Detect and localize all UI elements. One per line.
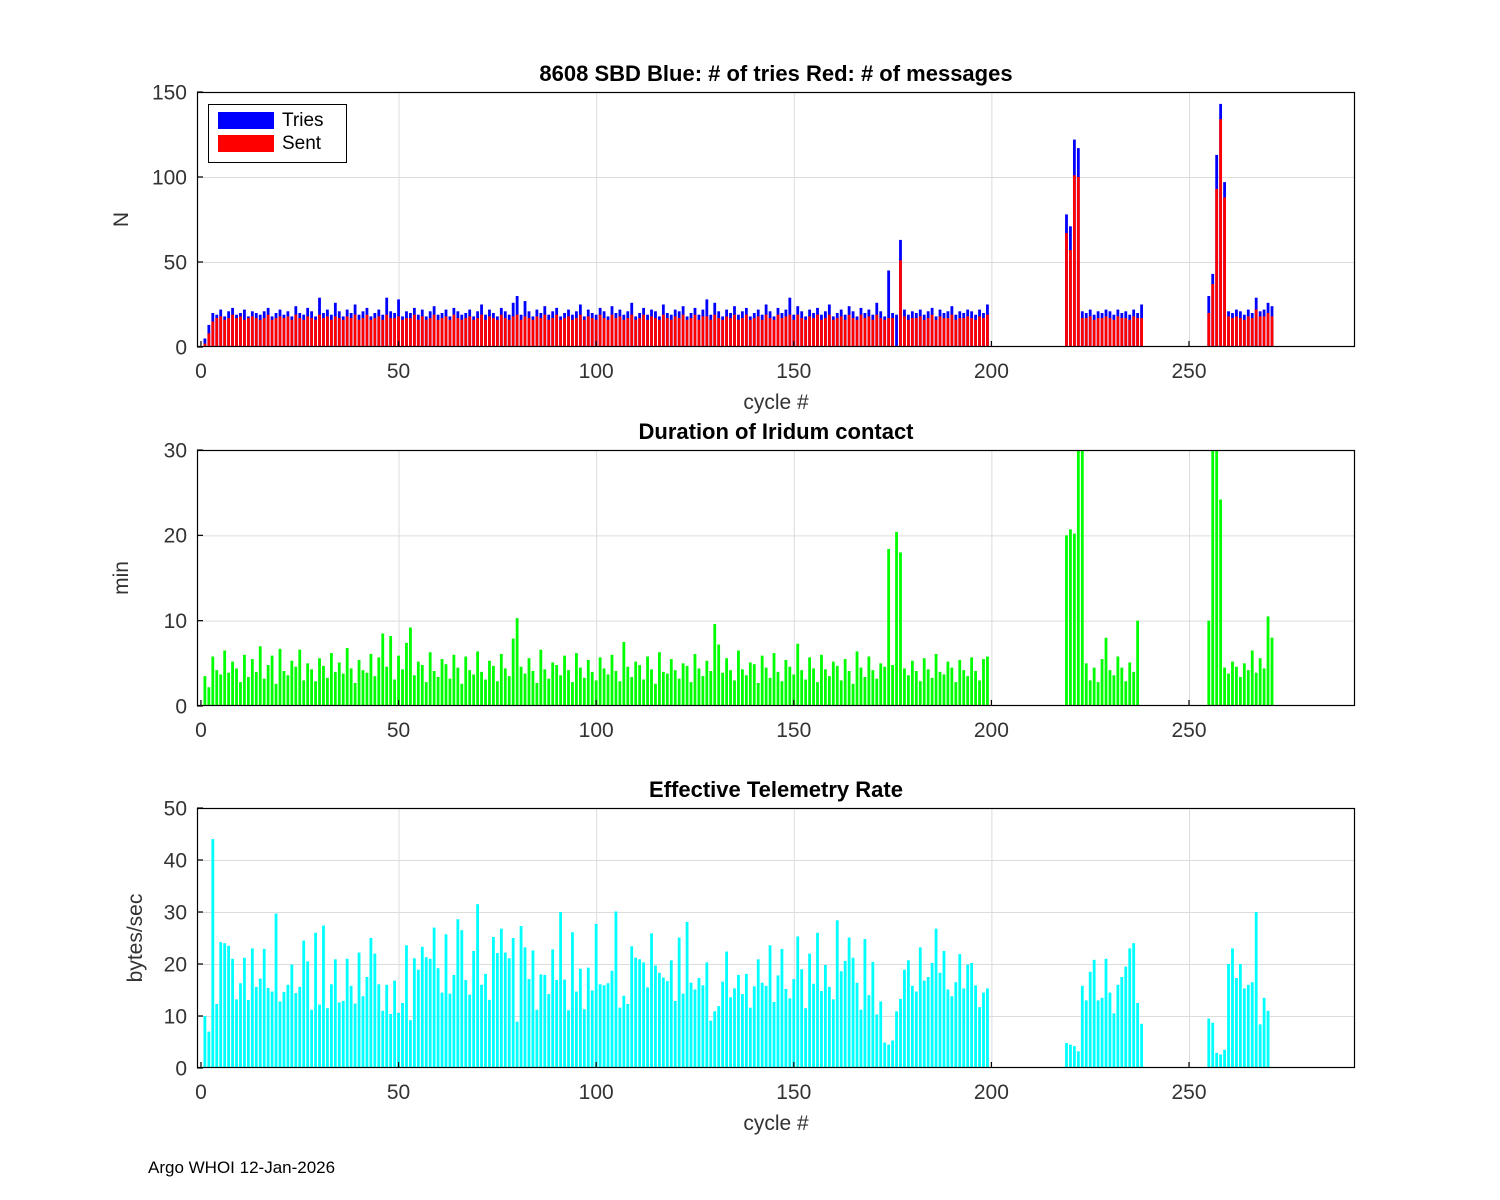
tick-marks — [197, 807, 1190, 1069]
chart-2: 0 50 100 150 200 250 0 10 20 30 40 50 Effective Tele… — [124, 777, 1356, 1135]
x-tick-label: 150 — [776, 360, 811, 383]
legend-label-sent: Sent — [282, 133, 322, 154]
x-tick-label: 50 — [387, 719, 410, 742]
chart-title: 8608 SBD Blue: # of tries Red: # of mess… — [539, 61, 1012, 86]
legend-swatch-sent — [218, 135, 274, 152]
x-axis-label: cycle # — [743, 391, 809, 414]
bars-rate — [203, 839, 1270, 1068]
x-tick-label: 100 — [579, 1081, 614, 1104]
footer-text: Argo WHOI 12-Jan-2026 — [148, 1158, 336, 1177]
legend-label-tries: Tries — [282, 110, 324, 131]
x-tick-label: 150 — [776, 1081, 811, 1104]
tick-marks — [197, 449, 1190, 707]
axes-box — [196, 91, 1356, 348]
x-tick-label: 0 — [195, 1081, 207, 1104]
y-tick-label: 10 — [164, 1005, 187, 1028]
y-tick-label: 0 — [175, 695, 187, 718]
x-tick-label: 250 — [1171, 1081, 1206, 1104]
y-axis-label: N — [110, 212, 133, 227]
y-tick-label: 50 — [164, 251, 187, 274]
axes-box — [196, 449, 1356, 707]
y-tick-label: 30 — [164, 439, 187, 462]
y-axis-label: bytes/sec — [124, 894, 147, 983]
x-tick-label: 250 — [1171, 719, 1206, 742]
x-tick-label: 200 — [974, 1081, 1009, 1104]
y-tick-label: 20 — [164, 525, 187, 548]
chart-0: 0 50 100 150 200 250 0 50 100 150 8608 SBD Blue: #… — [110, 61, 1356, 414]
y-tick-label: 100 — [152, 166, 187, 189]
y-axis-label: min — [110, 561, 133, 595]
x-tick-label: 100 — [579, 360, 614, 383]
y-tick-label: 10 — [164, 610, 187, 633]
y-tick-label: 30 — [164, 901, 187, 924]
x-tick-label: 200 — [974, 360, 1009, 383]
x-tick-label: 250 — [1171, 360, 1206, 383]
chart-title: Duration of Iridum contact — [639, 419, 915, 444]
y-tick-label: 40 — [164, 849, 187, 872]
chart-1: 0 50 100 150 200 250 0 10 20 30 Duration of Iridum… — [110, 419, 1356, 742]
x-tick-label: 200 — [974, 719, 1009, 742]
x-tick-label: 100 — [579, 719, 614, 742]
y-tick-label: 0 — [175, 1057, 187, 1080]
legend-swatch-tries — [218, 112, 274, 129]
x-tick-label: 50 — [387, 1081, 410, 1104]
x-axis-label: cycle # — [743, 1112, 809, 1135]
chart-title: Effective Telemetry Rate — [649, 777, 903, 802]
x-tick-label: 150 — [776, 719, 811, 742]
bars-duration — [203, 450, 1274, 706]
tick-marks — [197, 91, 1190, 348]
y-tick-label: 20 — [164, 953, 187, 976]
y-tick-label: 0 — [175, 336, 187, 359]
y-tick-label: 150 — [152, 81, 187, 104]
x-tick-label: 50 — [387, 360, 410, 383]
bars-sent — [203, 119, 1274, 347]
x-tick-label: 0 — [195, 360, 207, 383]
gridlines — [197, 92, 1355, 347]
axes-box — [196, 807, 1356, 1069]
y-tick-label: 50 — [164, 797, 187, 820]
bars-tries — [203, 103, 1274, 348]
x-tick-label: 0 — [195, 719, 207, 742]
